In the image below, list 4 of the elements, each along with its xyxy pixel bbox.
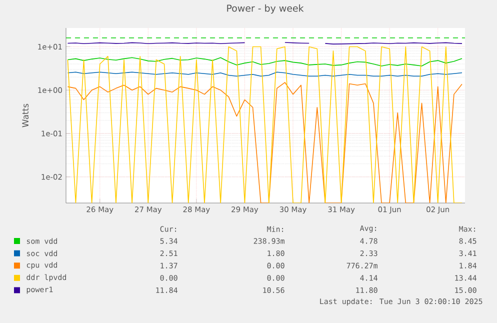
line-series bbox=[67, 46, 462, 203]
y-axis-title: Watts bbox=[22, 104, 29, 128]
line-series bbox=[67, 57, 462, 66]
chart-title: Power - by week bbox=[227, 4, 304, 14]
